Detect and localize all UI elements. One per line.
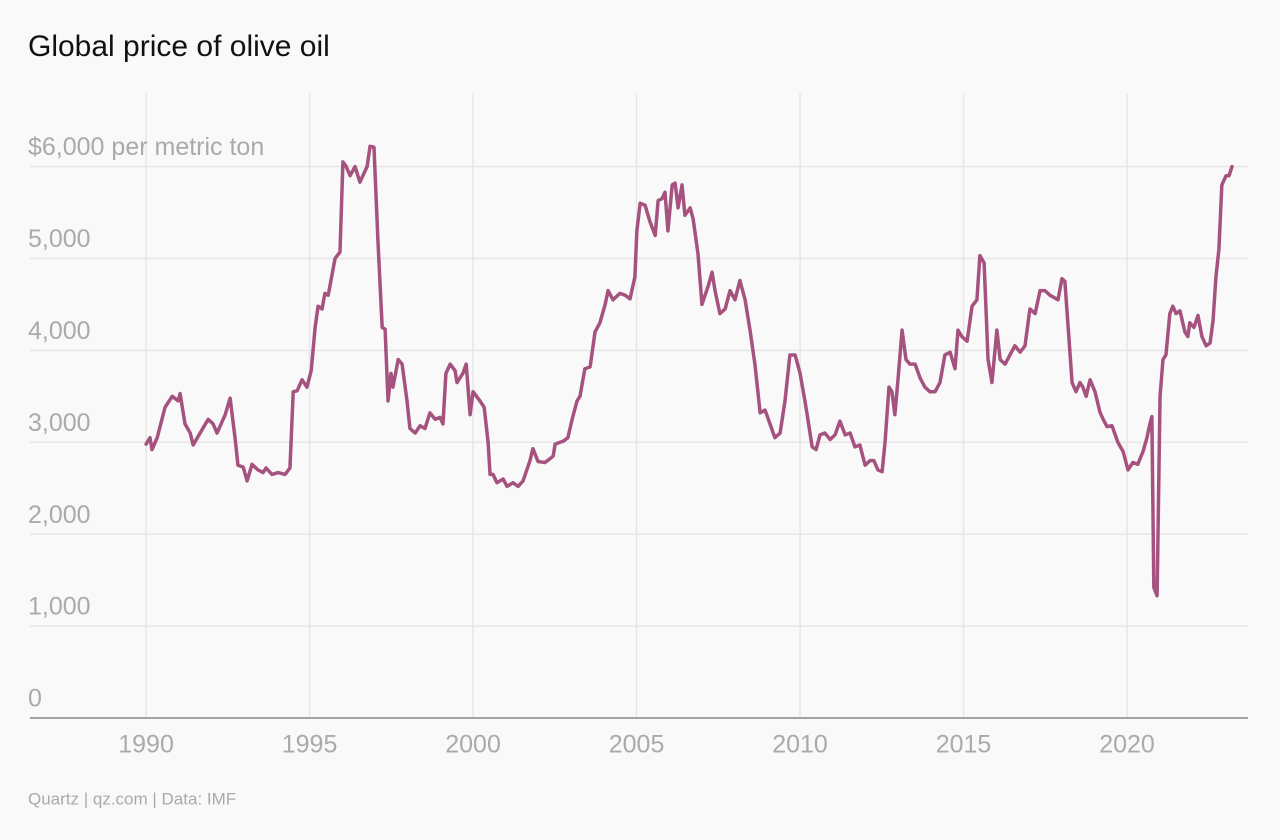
x-tick-label: 1995 [282, 731, 338, 759]
x-tick-label: 2020 [1099, 731, 1155, 759]
x-tick-label: 1990 [118, 731, 174, 759]
x-tick-label: 2005 [609, 731, 665, 759]
y-tick-label: 2,000 [28, 501, 91, 529]
source-note: Quartz | qz.com | Data: IMF [28, 789, 236, 808]
x-tick-label: 2000 [445, 731, 501, 759]
y-tick-label: 0 [28, 685, 42, 713]
price-line [144, 144, 1234, 598]
y-tick-label: $6,000 per metric ton [28, 133, 264, 161]
chart-title: Global price of olive oil [28, 30, 330, 63]
x-tick-label: 2015 [936, 731, 992, 759]
y-tick-label: 3,000 [28, 409, 91, 437]
y-tick-label: 5,000 [28, 225, 91, 253]
y-tick-label: 4,000 [28, 317, 91, 345]
x-tick-label: 2010 [772, 731, 828, 759]
y-tick-label: 1,000 [28, 593, 91, 621]
